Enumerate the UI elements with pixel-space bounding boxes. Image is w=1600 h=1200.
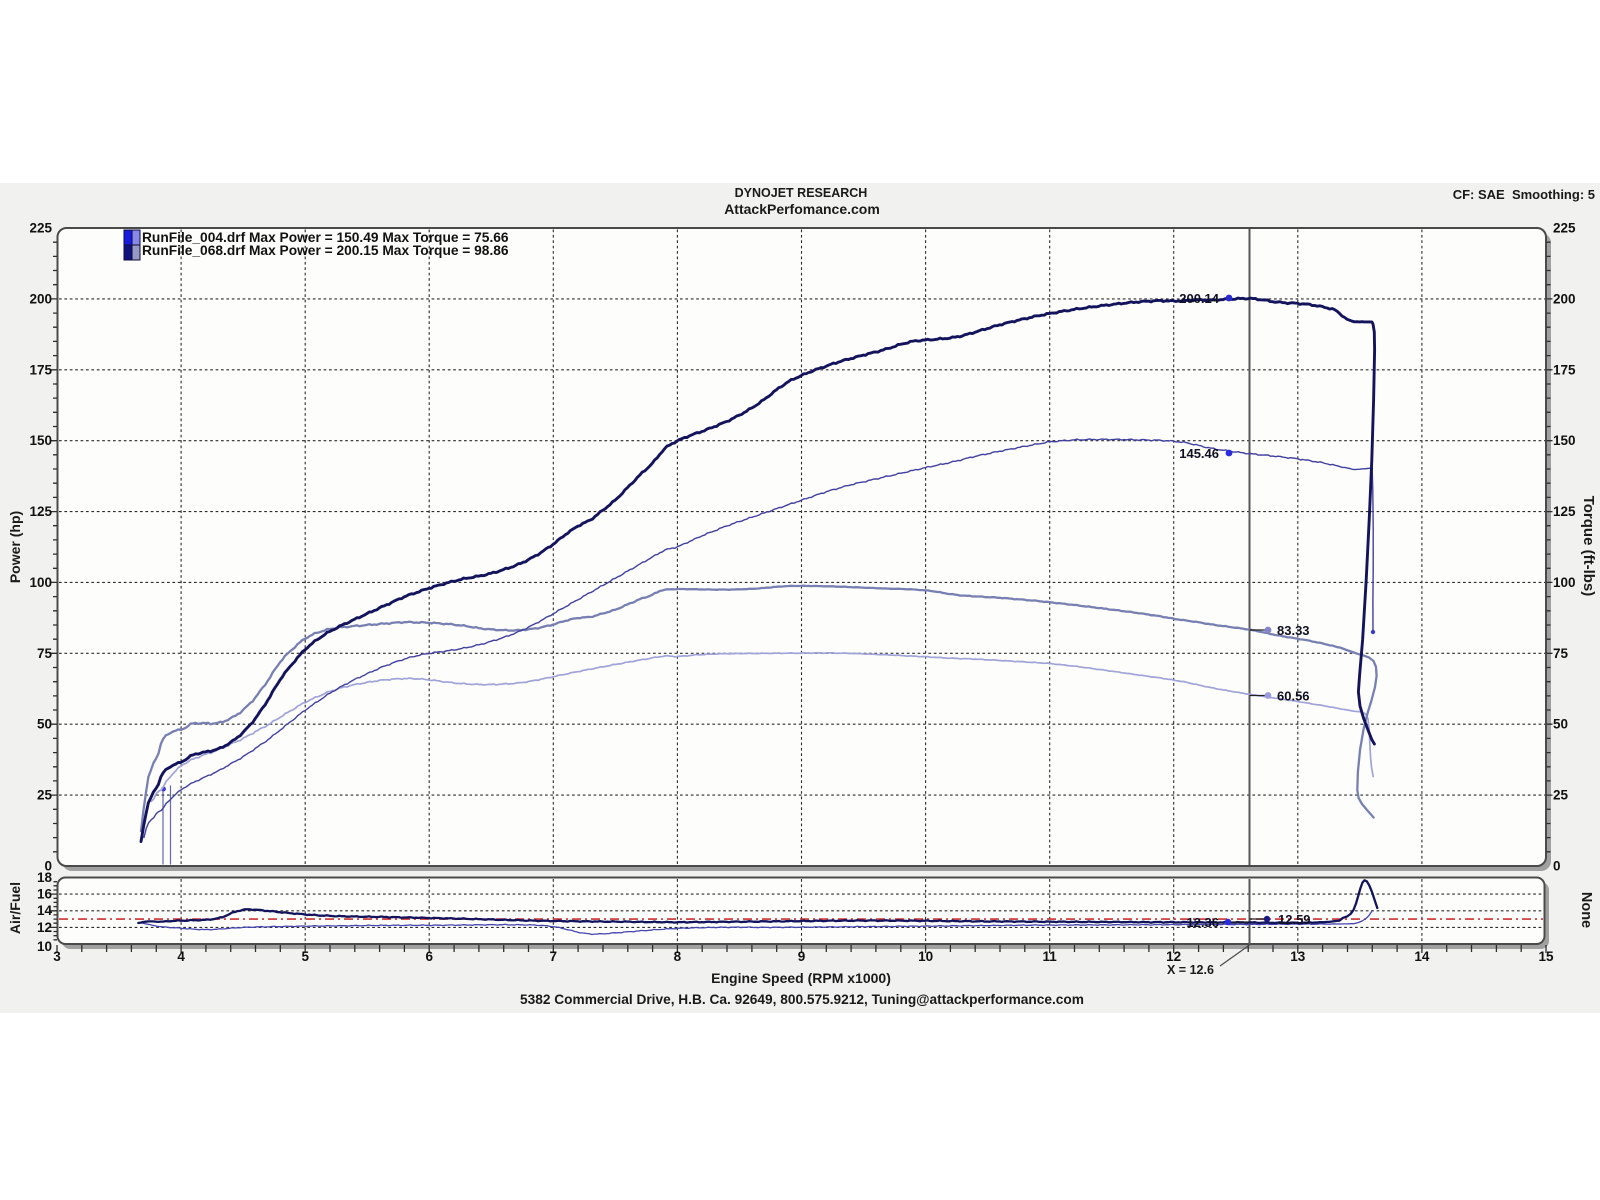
svg-text:14: 14 xyxy=(37,903,53,918)
svg-text:12: 12 xyxy=(1166,949,1181,964)
svg-text:10: 10 xyxy=(37,939,52,954)
svg-text:100: 100 xyxy=(1553,575,1576,590)
svg-text:12.59: 12.59 xyxy=(1278,912,1311,927)
svg-text:100: 100 xyxy=(29,575,52,590)
svg-text:75: 75 xyxy=(1553,646,1569,661)
svg-text:4: 4 xyxy=(177,949,185,964)
svg-text:RunFile_068.drf Max Power = 20: RunFile_068.drf Max Power = 200.15 Max T… xyxy=(142,243,509,258)
svg-text:12.36: 12.36 xyxy=(1186,915,1219,930)
svg-text:15: 15 xyxy=(1538,949,1554,964)
svg-text:150: 150 xyxy=(29,433,52,448)
svg-text:Torque (ft-lbs): Torque (ft-lbs) xyxy=(1580,496,1597,597)
svg-text:7: 7 xyxy=(550,949,558,964)
svg-text:225: 225 xyxy=(1553,221,1576,236)
svg-text:200: 200 xyxy=(29,291,52,306)
svg-text:175: 175 xyxy=(29,362,52,377)
svg-text:3: 3 xyxy=(53,949,61,964)
svg-text:5: 5 xyxy=(301,949,309,964)
svg-text:Air/Fuel: Air/Fuel xyxy=(7,882,23,934)
svg-text:25: 25 xyxy=(1553,788,1569,803)
svg-text:150: 150 xyxy=(1553,433,1576,448)
svg-text:CF: SAE Smoothing: 5: CF: SAE Smoothing: 5 xyxy=(1453,187,1595,202)
svg-text:12: 12 xyxy=(37,920,52,935)
svg-text:DYNOJET RESEARCH: DYNOJET RESEARCH xyxy=(735,186,868,200)
svg-text:0: 0 xyxy=(44,859,52,874)
svg-text:RunFile_004.drf Max Power = 15: RunFile_004.drf Max Power = 150.49 Max T… xyxy=(142,230,509,245)
svg-text:14: 14 xyxy=(1414,949,1430,964)
svg-text:75: 75 xyxy=(37,646,53,661)
svg-text:13: 13 xyxy=(1290,949,1306,964)
svg-text:16: 16 xyxy=(37,887,53,902)
svg-text:AttackPerfomance.com: AttackPerfomance.com xyxy=(724,201,880,217)
svg-text:145.46: 145.46 xyxy=(1179,446,1219,461)
svg-text:200: 200 xyxy=(1553,291,1576,306)
svg-text:11: 11 xyxy=(1043,949,1058,964)
svg-text:6: 6 xyxy=(425,949,433,964)
svg-text:Power (hp): Power (hp) xyxy=(7,511,23,583)
svg-text:Engine Speed (RPM x1000): Engine Speed (RPM x1000) xyxy=(711,970,891,986)
svg-text:125: 125 xyxy=(29,504,52,519)
svg-text:25: 25 xyxy=(37,788,53,803)
svg-text:175: 175 xyxy=(1553,362,1576,377)
svg-text:83.33: 83.33 xyxy=(1277,623,1310,638)
svg-text:200.14: 200.14 xyxy=(1179,291,1220,306)
svg-text:60.56: 60.56 xyxy=(1277,689,1310,704)
svg-text:10: 10 xyxy=(918,949,933,964)
svg-text:X = 12.6: X = 12.6 xyxy=(1167,963,1214,977)
svg-text:225: 225 xyxy=(29,221,52,236)
svg-text:50: 50 xyxy=(1553,717,1568,732)
svg-text:125: 125 xyxy=(1553,504,1576,519)
svg-text:50: 50 xyxy=(37,717,52,732)
svg-text:9: 9 xyxy=(798,949,806,964)
svg-text:18: 18 xyxy=(37,870,53,885)
svg-text:5382 Commercial Drive, H.B. Ca: 5382 Commercial Drive, H.B. Ca. 92649, 8… xyxy=(520,992,1084,1007)
svg-text:8: 8 xyxy=(674,949,682,964)
svg-text:0: 0 xyxy=(1553,859,1561,874)
svg-text:None: None xyxy=(1578,892,1594,928)
